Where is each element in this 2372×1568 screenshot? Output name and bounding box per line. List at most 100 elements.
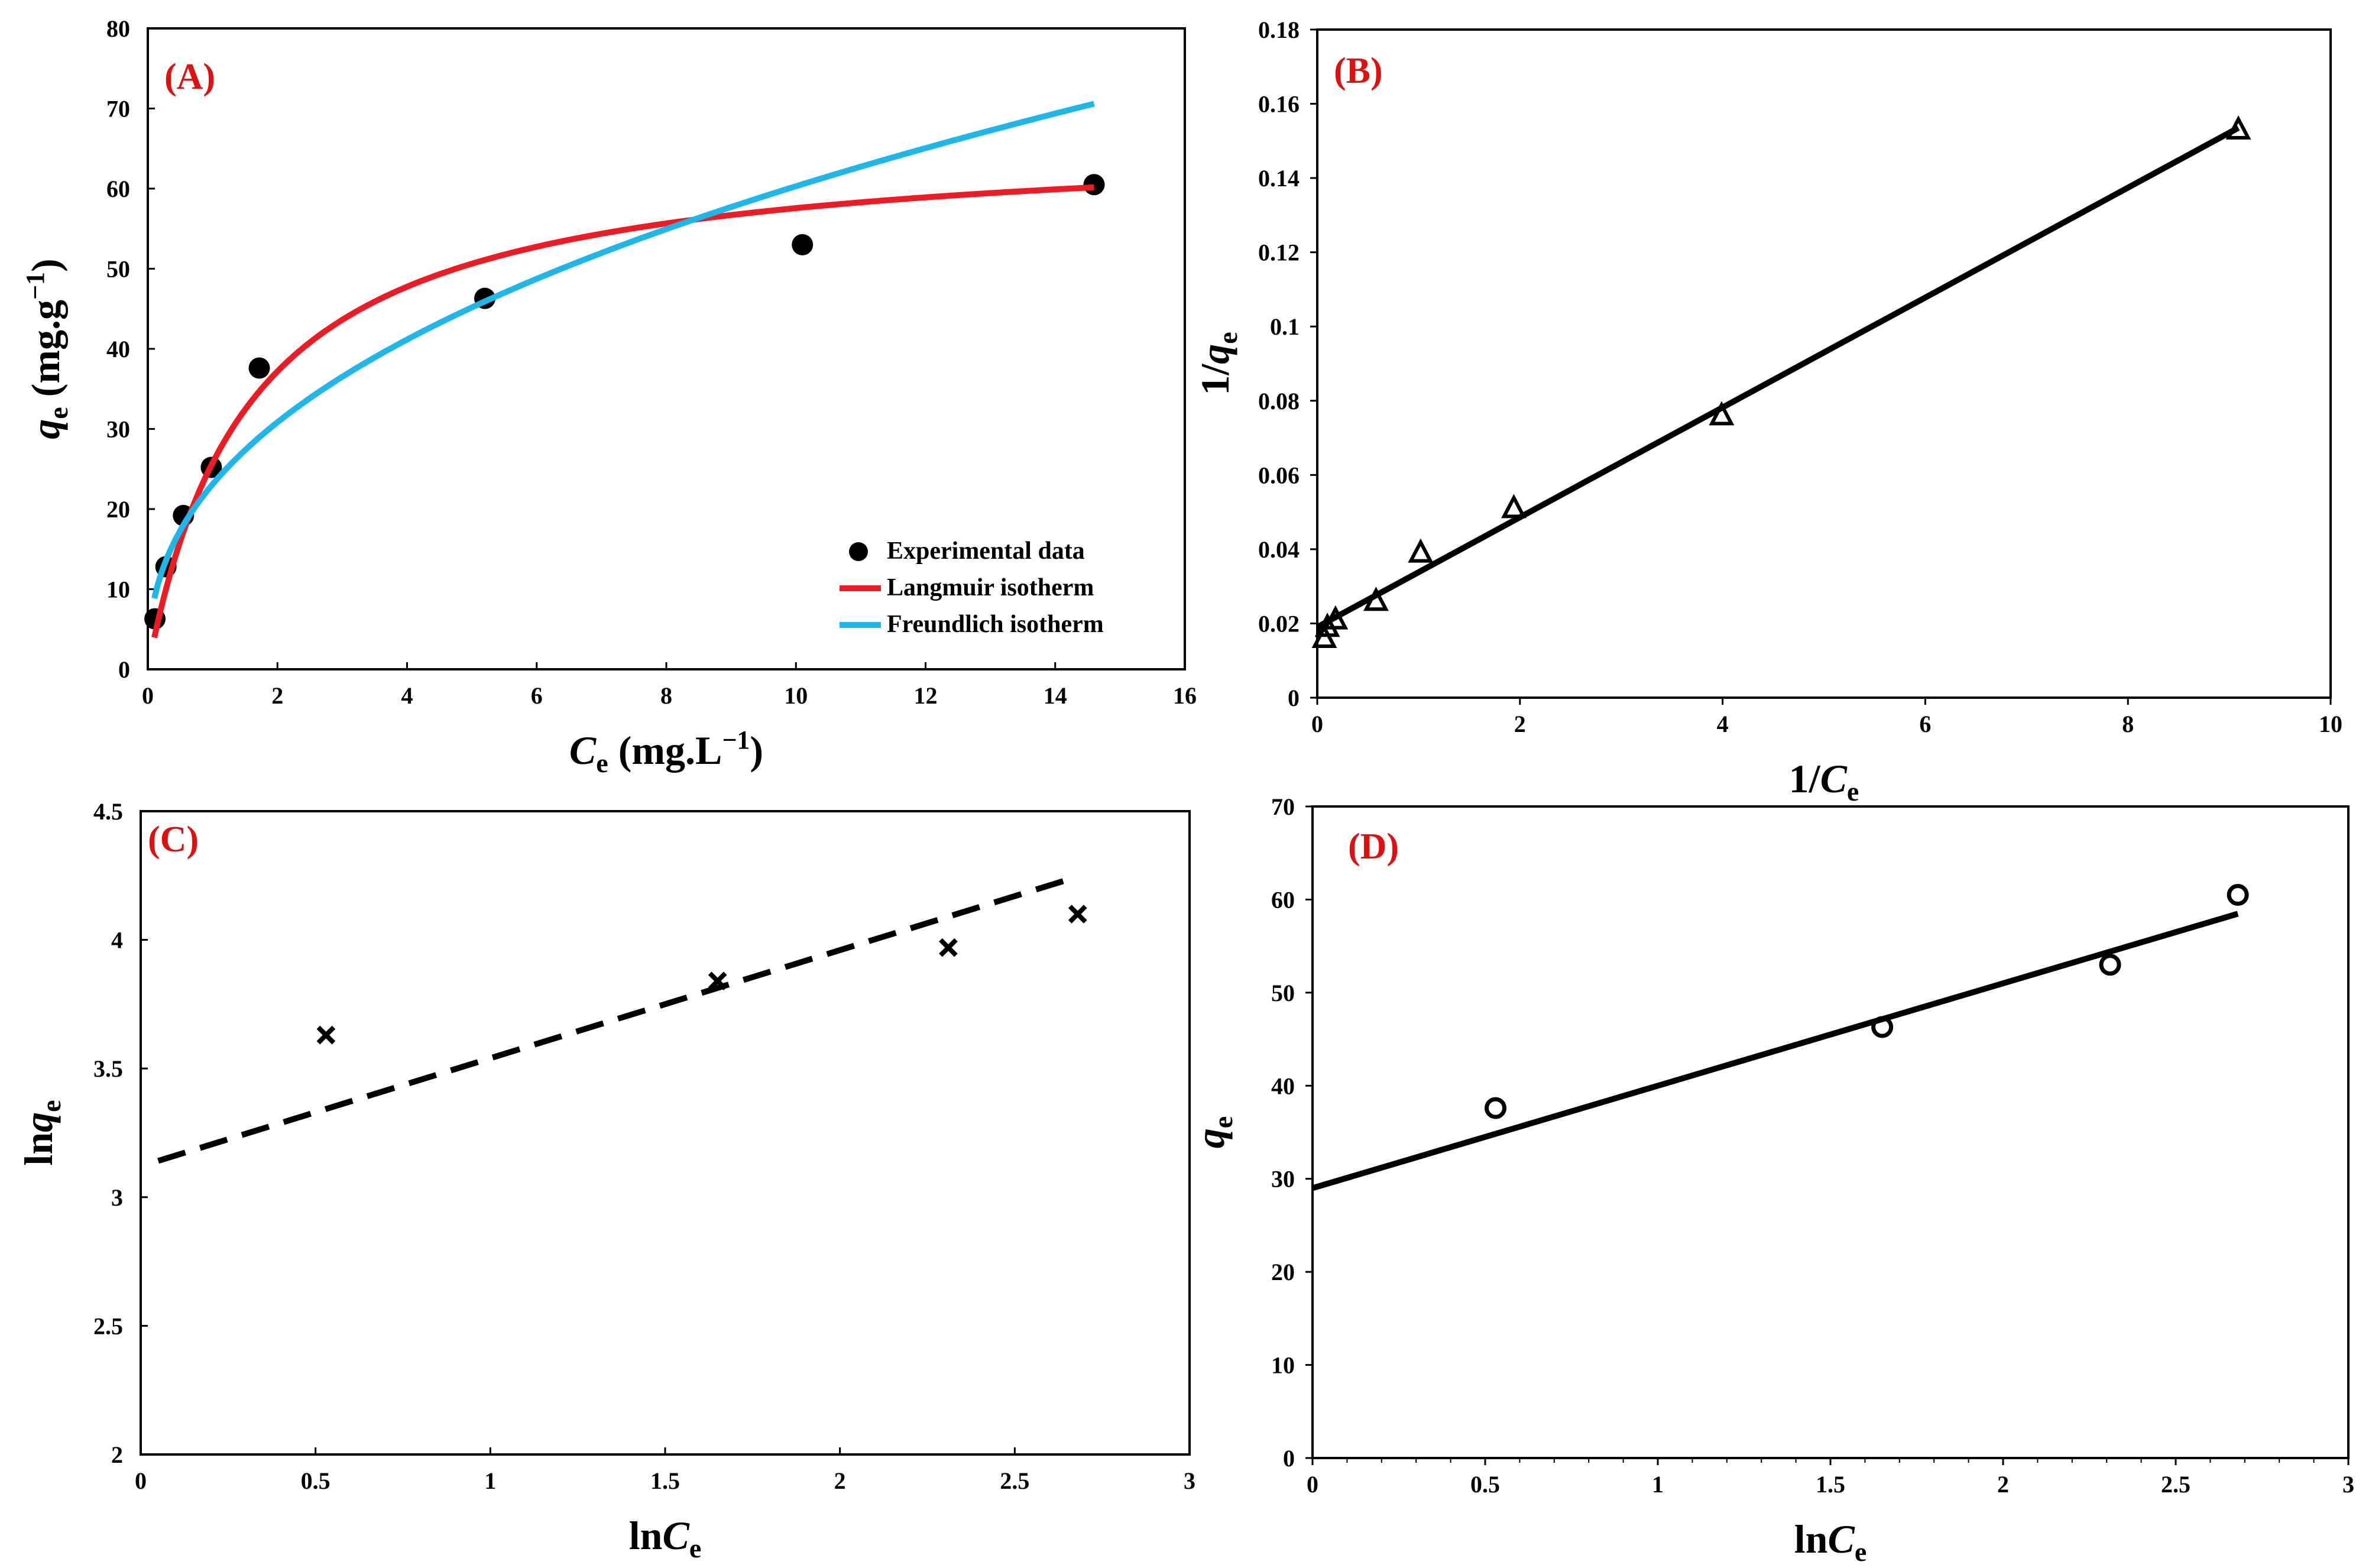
x-tick-label: 1 — [484, 1467, 496, 1494]
axis-label-superscript: −1 — [21, 272, 50, 300]
y-tick-label: 20 — [106, 496, 130, 523]
axis-label-prefix: 1/ — [1789, 756, 1821, 801]
data-point — [1311, 624, 1337, 649]
y-tick-label: 60 — [106, 176, 130, 202]
axis-label-close: ) — [23, 258, 68, 272]
y-tick-label: 0.12 — [1258, 239, 1300, 266]
y-tick-label: 80 — [106, 15, 130, 42]
legend-label: Langmuir isotherm — [887, 574, 1094, 601]
y-tick-label: 0 — [1283, 1445, 1295, 1472]
axis-label-prefix: 1/ — [1193, 364, 1237, 396]
y-tick-label: 0.06 — [1258, 462, 1300, 488]
plot-frame — [140, 810, 1191, 1456]
axis-label-subscript: e — [1208, 1116, 1238, 1128]
x-tick-label: 1.5 — [650, 1467, 680, 1494]
x-tick-label: 0 — [1307, 1471, 1318, 1498]
legend-marker — [849, 542, 868, 561]
x-tick-label: 8 — [660, 682, 672, 709]
data-point — [248, 357, 270, 379]
panel-label: (D) — [1348, 827, 1399, 867]
axis-label-variable: C — [1827, 1517, 1855, 1561]
y-tick-label: 50 — [106, 256, 130, 283]
x-axis-label: Ce (mg.L−1) — [569, 725, 763, 778]
axis-label-close: ) — [750, 728, 763, 773]
axis-label-subscript: e — [596, 748, 608, 778]
y-axis-label: lnqe — [16, 1100, 66, 1165]
x-tick-label: 8 — [2122, 711, 2134, 737]
y-tick-label: 3 — [111, 1184, 123, 1211]
axis-label-subscript: e — [1847, 776, 1859, 806]
axis-label-variable: C — [1820, 756, 1848, 801]
y-tick-label: 40 — [1271, 1073, 1295, 1099]
axis-label-prefix: ln — [1794, 1517, 1828, 1561]
data-point — [1501, 494, 1527, 519]
y-axis-label: qe (mg.g−1) — [21, 258, 73, 439]
x-tick-label: 4 — [401, 682, 413, 709]
x-tick-label: 6 — [1919, 711, 1931, 737]
y-tick-label: 30 — [106, 416, 130, 443]
y-axis-label: qe — [1188, 1116, 1238, 1148]
legend-label: Freundlich isotherm — [887, 611, 1104, 638]
axis-label-variable: C — [662, 1513, 689, 1558]
x-tick-label: 3 — [2342, 1471, 2354, 1498]
y-tick-label: 20 — [1271, 1259, 1295, 1285]
y-tick-label: 0.16 — [1258, 91, 1300, 118]
plot-frame — [1311, 805, 2350, 1459]
panel-label: (C) — [148, 819, 199, 860]
legend-label: Experimental data — [887, 537, 1085, 565]
fit-line — [1313, 911, 2239, 1191]
axis-label-variable: q — [1188, 1128, 1233, 1148]
x-tick-label: 10 — [784, 682, 808, 709]
y-tick-label: 50 — [1271, 980, 1295, 1006]
x-tick-label: 6 — [531, 682, 543, 709]
y-tick-label: 30 — [1271, 1166, 1295, 1193]
x-tick-label: 4 — [1717, 711, 1729, 737]
y-tick-label: 0.14 — [1258, 165, 1300, 192]
x-tick-label: 1 — [1652, 1471, 1664, 1498]
axis-label-prefix: ln — [629, 1513, 663, 1558]
y-tick-label: 0.04 — [1258, 536, 1300, 563]
x-tick-label: 3 — [1184, 1467, 1195, 1494]
x-axis-label: 1/Ce — [1789, 756, 1859, 806]
x-tick-label: 0.5 — [1470, 1471, 1500, 1498]
y-tick-label: 4.5 — [93, 798, 123, 825]
data-point — [1083, 174, 1105, 196]
data-point — [2099, 954, 2121, 976]
panel-label: (B) — [1334, 51, 1383, 91]
axis-label-subscript: e — [689, 1533, 701, 1563]
x-tick-label: 0 — [142, 682, 154, 709]
axis-label-variable: q — [16, 1112, 61, 1132]
data-point — [792, 234, 814, 255]
y-tick-label: 10 — [106, 576, 130, 603]
x-tick-label: 0.5 — [301, 1467, 330, 1494]
axis-label-subscript: e — [1213, 332, 1243, 344]
axis-label-variable: C — [569, 728, 597, 773]
y-tick-label: 2 — [111, 1441, 123, 1468]
x-tick-label: 0 — [1311, 711, 1323, 737]
y-tick-label: 3.5 — [93, 1055, 123, 1082]
y-tick-label: 0 — [1288, 685, 1300, 711]
y-tick-label: 0.02 — [1258, 610, 1300, 637]
x-tick-label: 2 — [271, 682, 283, 709]
chart-panel-b: 0 2 4 6 8 10 0 0.02 0.04 0.06 0.08 0.1 0.12 0.14 0.16 0… — [1193, 17, 2342, 806]
data-point — [1408, 538, 1434, 563]
axis-label-units: (mg.g — [23, 300, 68, 407]
x-tick-label: 2.5 — [1000, 1467, 1029, 1494]
data-point — [1485, 1097, 1507, 1119]
x-tick-label: 2.5 — [2161, 1471, 2190, 1498]
x-tick-label: 12 — [914, 682, 938, 709]
y-tick-label: 2.5 — [93, 1313, 123, 1339]
y-tick-label: 4 — [111, 927, 123, 954]
y-tick-label: 60 — [1271, 886, 1295, 913]
y-tick-label: 0.1 — [1270, 313, 1300, 340]
data-point — [2227, 884, 2249, 906]
plot-frame — [1316, 28, 2332, 699]
x-tick-label: 0 — [135, 1467, 147, 1494]
y-tick-label: 40 — [106, 336, 130, 362]
x-tick-label: 2 — [1514, 711, 1526, 737]
fit-line — [157, 873, 1079, 1164]
langmuir-isotherm-curve — [151, 184, 1094, 639]
data-point — [1068, 905, 1087, 924]
legend: Experimental data Langmuir isotherm Freund… — [840, 537, 1104, 638]
